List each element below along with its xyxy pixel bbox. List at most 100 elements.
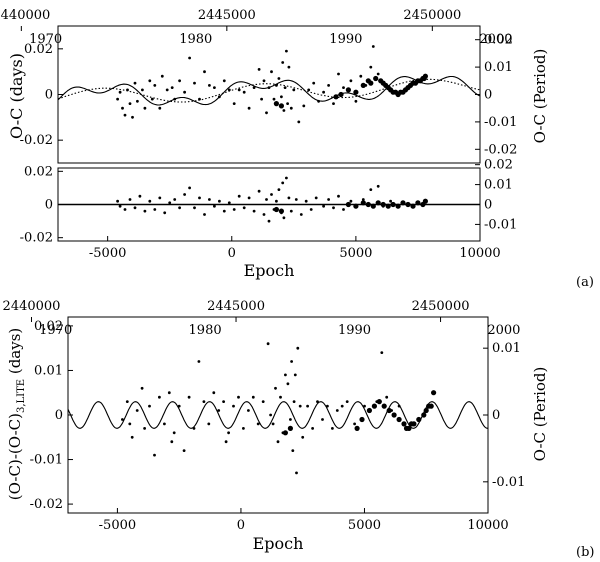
y-tick-label: -0.02 <box>20 231 53 246</box>
data-point <box>188 186 192 190</box>
data-point <box>342 208 345 211</box>
data-point <box>262 79 266 83</box>
data-point <box>252 86 256 89</box>
data-point <box>322 204 325 208</box>
y-tick-label: 0.01 <box>34 363 63 378</box>
data-point <box>291 449 295 452</box>
data-point <box>345 400 349 403</box>
data-point <box>202 400 206 403</box>
data-point <box>422 73 428 79</box>
data-point <box>302 104 306 108</box>
data-point <box>294 198 298 201</box>
data-point <box>197 360 201 363</box>
data-point <box>304 199 308 203</box>
x-tick-label: 0 <box>228 246 236 261</box>
x-tick-label: 10000 <box>467 518 508 533</box>
data-point <box>275 199 278 203</box>
data-point <box>182 449 186 452</box>
data-point <box>121 418 124 421</box>
data-point <box>423 407 429 414</box>
data-point <box>354 425 360 431</box>
data-point <box>361 198 365 201</box>
top-jd-tick-label: 2445000 <box>207 299 265 314</box>
data-point <box>193 206 196 210</box>
data-point <box>353 89 359 95</box>
data-point <box>163 422 166 426</box>
data-point <box>116 97 119 101</box>
data-point <box>287 65 291 69</box>
data-point <box>289 106 293 110</box>
data-point <box>401 421 407 427</box>
panel-b-ylabel-unit: (days) <box>6 328 24 379</box>
data-point <box>389 199 392 203</box>
data-point <box>276 440 280 444</box>
data-point <box>123 208 127 211</box>
data-point <box>371 45 375 48</box>
x-tick-label: 10000 <box>459 246 500 261</box>
data-point <box>260 97 263 101</box>
data-point <box>218 199 221 203</box>
data-point <box>373 75 379 82</box>
data-point <box>257 189 261 193</box>
data-point <box>282 109 286 112</box>
data-point <box>309 208 313 211</box>
data-point <box>285 49 288 53</box>
data-point <box>366 407 372 414</box>
data-point <box>332 206 335 210</box>
data-point <box>158 395 161 399</box>
data-point <box>307 88 311 92</box>
data-point <box>168 201 172 205</box>
data-point <box>421 412 427 418</box>
data-point <box>380 351 384 354</box>
data-point <box>277 77 281 80</box>
data-point <box>267 219 271 223</box>
data-point <box>316 400 319 403</box>
data-point <box>116 199 119 203</box>
y-tick-label: 0.02 <box>24 164 53 179</box>
y-tick-label-right: 0 <box>484 88 492 103</box>
data-point <box>278 103 284 109</box>
data-point <box>292 88 296 92</box>
x-tick-label: -5000 <box>99 518 136 533</box>
data-point <box>203 70 206 74</box>
data-point <box>208 84 211 87</box>
data-point <box>360 82 366 88</box>
data-point <box>183 193 187 196</box>
data-point <box>278 208 284 214</box>
data-point <box>335 409 339 412</box>
data-point <box>428 403 434 409</box>
data-point <box>280 95 283 99</box>
top-year-label: 1970 <box>29 32 62 47</box>
data-point <box>359 74 363 78</box>
data-point <box>237 395 240 399</box>
data-point <box>289 418 292 421</box>
data-point <box>237 194 241 198</box>
data-point <box>217 409 221 412</box>
data-point <box>178 79 182 83</box>
y-tick-label-right: -0.01 <box>484 217 517 232</box>
y-tick-label: 0 <box>45 198 53 213</box>
data-point <box>338 91 344 98</box>
data-point <box>143 427 147 430</box>
data-point <box>212 391 216 395</box>
data-point <box>203 213 206 216</box>
data-point <box>333 94 339 100</box>
data-point <box>247 106 251 110</box>
data-point <box>281 61 285 64</box>
data-point <box>170 86 174 89</box>
data-point <box>275 84 278 87</box>
data-point <box>153 208 157 211</box>
data-point <box>150 97 154 101</box>
data-point <box>327 84 330 87</box>
data-point <box>277 188 281 192</box>
data-point <box>271 422 275 426</box>
data-point <box>285 176 288 180</box>
panel-a-label: (a) <box>576 275 594 290</box>
data-point <box>227 431 231 435</box>
data-point <box>198 97 201 101</box>
data-point <box>287 196 291 200</box>
data-point <box>386 407 392 414</box>
data-point <box>286 102 289 105</box>
data-point <box>265 198 268 201</box>
top-jd-tick-label: 2450000 <box>403 8 461 23</box>
